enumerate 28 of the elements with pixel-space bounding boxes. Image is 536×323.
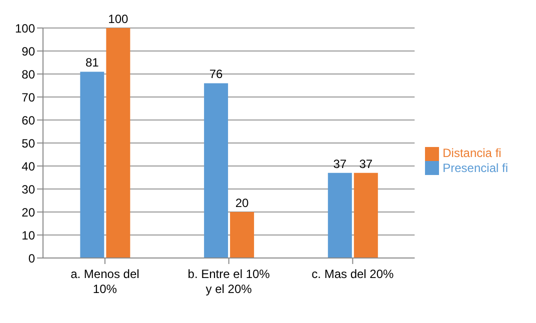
bar: [328, 172, 352, 258]
data-label: 76: [209, 67, 224, 82]
y-tick-label: 80: [22, 67, 36, 82]
y-tick-label: 10: [22, 228, 36, 242]
y-tick-label: 0: [28, 251, 36, 266]
bar: [80, 72, 104, 258]
bar: [354, 172, 378, 258]
data-label: 81: [85, 56, 100, 70]
y-tick-label: 50: [22, 136, 36, 150]
x-tick-label: b. Entre el 10% y el 20%: [188, 267, 270, 296]
y-tick-label: 100: [14, 21, 36, 36]
y-tick-label: 30: [22, 182, 36, 196]
data-label: 37: [359, 156, 373, 171]
x-tick-label: c. Mas del 20%: [312, 267, 394, 281]
bar: [230, 212, 254, 258]
legend-label: Presencial fi: [442, 160, 508, 174]
y-tick-label: 90: [22, 44, 36, 58]
y-tick-label: 70: [22, 90, 36, 104]
data-label: 20: [235, 196, 250, 210]
data-label: 100: [108, 12, 128, 26]
y-tick-label: 40: [22, 159, 36, 174]
legend-label: Distancia fi: [442, 146, 502, 160]
y-tick-label: 20: [22, 205, 36, 220]
bar: [204, 83, 228, 258]
x-tick-label: a. Menos del 10%: [70, 267, 140, 296]
y-tick-label: 60: [22, 113, 36, 128]
bar: [106, 28, 130, 258]
data-label: 37: [333, 156, 347, 171]
